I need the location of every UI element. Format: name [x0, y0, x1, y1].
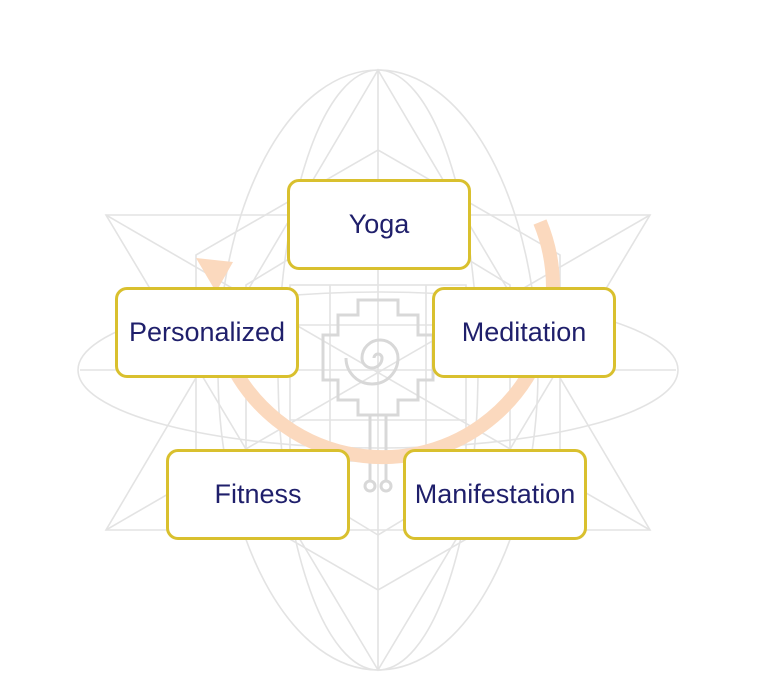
node-fitness-label: Fitness	[214, 479, 301, 510]
node-fitness: Fitness	[166, 449, 350, 540]
node-yoga-label: Yoga	[349, 209, 410, 240]
node-personalized-label: Personalized	[129, 317, 285, 348]
node-personalized: Personalized	[115, 287, 299, 378]
node-yoga: Yoga	[287, 179, 471, 270]
node-meditation-label: Meditation	[462, 317, 587, 348]
node-meditation: Meditation	[432, 287, 616, 378]
node-manifestation-label: Manifestation	[415, 479, 576, 510]
node-manifestation: Manifestation	[403, 449, 587, 540]
